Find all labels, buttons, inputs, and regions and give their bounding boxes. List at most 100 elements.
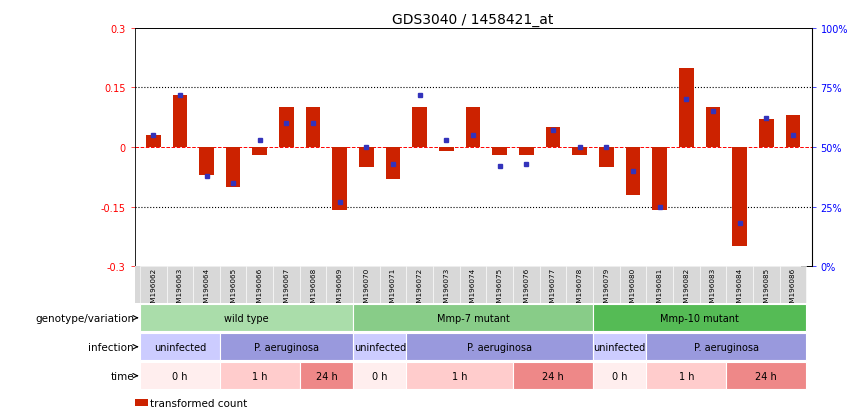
Text: GSM196077: GSM196077 [550, 268, 556, 312]
Text: GSM196076: GSM196076 [523, 268, 529, 312]
Text: GSM196065: GSM196065 [230, 268, 236, 312]
Bar [220, 266, 247, 304]
Text: GSM196085: GSM196085 [763, 268, 769, 312]
Text: P. aeruginosa: P. aeruginosa [467, 342, 532, 352]
Text: GSM196071: GSM196071 [390, 268, 396, 312]
Bar [706, 108, 720, 148]
Bar [753, 266, 779, 304]
Bar [519, 148, 534, 156]
Text: Mmp-7 mutant: Mmp-7 mutant [437, 313, 510, 323]
Text: GSM196075: GSM196075 [496, 268, 503, 312]
Bar [486, 266, 513, 304]
Bar [326, 266, 353, 304]
Text: GSM196074: GSM196074 [470, 268, 476, 312]
Bar [140, 266, 167, 304]
Bar [380, 266, 406, 304]
Bar [433, 266, 460, 304]
Text: GSM196066: GSM196066 [257, 268, 263, 312]
Bar [572, 148, 587, 156]
Text: Mmp-10 mutant: Mmp-10 mutant [661, 313, 739, 323]
Bar [385, 148, 400, 179]
Bar [194, 266, 220, 304]
Bar [492, 148, 507, 156]
Bar [599, 148, 614, 167]
Bar [353, 266, 380, 304]
Bar [786, 116, 800, 148]
Text: genotype/variation: genotype/variation [35, 313, 134, 323]
Bar [353, 334, 406, 360]
Text: GSM196082: GSM196082 [683, 268, 689, 312]
Bar [566, 266, 593, 304]
Bar [460, 266, 486, 304]
Text: uninfected: uninfected [154, 342, 206, 352]
Bar [439, 148, 454, 152]
Text: GSM196068: GSM196068 [310, 268, 316, 312]
Bar [220, 363, 299, 389]
Text: 0 h: 0 h [612, 371, 628, 381]
Text: uninfected: uninfected [353, 342, 406, 352]
Bar [306, 108, 320, 148]
Text: GSM196069: GSM196069 [337, 268, 343, 312]
Bar [727, 363, 806, 389]
Text: GSM196064: GSM196064 [203, 268, 209, 312]
Text: 24 h: 24 h [316, 371, 338, 381]
Text: 1 h: 1 h [679, 371, 694, 381]
Bar [647, 363, 727, 389]
Bar [647, 266, 673, 304]
Bar [412, 108, 427, 148]
Bar [759, 120, 773, 148]
Text: GSM196072: GSM196072 [417, 268, 423, 312]
Text: GSM196081: GSM196081 [657, 268, 662, 312]
Bar [626, 148, 641, 195]
Bar [779, 266, 806, 304]
Bar [279, 108, 293, 148]
Text: GSM196084: GSM196084 [737, 268, 743, 312]
Text: time: time [110, 371, 134, 381]
Bar [167, 266, 194, 304]
Bar [647, 334, 806, 360]
Bar [353, 363, 406, 389]
Bar [593, 266, 620, 304]
Text: infection: infection [89, 342, 134, 352]
Bar [593, 334, 647, 360]
Bar [679, 69, 694, 148]
Bar [140, 363, 220, 389]
Text: transformed count: transformed count [150, 398, 247, 408]
Text: wild type: wild type [224, 313, 269, 323]
Bar [332, 148, 347, 211]
Bar [593, 305, 806, 331]
Bar [540, 266, 566, 304]
Bar [140, 334, 220, 360]
Text: P. aeruginosa: P. aeruginosa [694, 342, 759, 352]
Text: P. aeruginosa: P. aeruginosa [254, 342, 319, 352]
Bar [673, 266, 700, 304]
Text: GSM196073: GSM196073 [444, 268, 450, 312]
Bar [406, 363, 513, 389]
Text: GSM196070: GSM196070 [364, 268, 370, 312]
Title: GDS3040 / 1458421_at: GDS3040 / 1458421_at [392, 12, 554, 26]
Bar [353, 305, 593, 331]
Text: 1 h: 1 h [252, 371, 267, 381]
Bar [593, 363, 647, 389]
Text: GSM196062: GSM196062 [150, 268, 156, 312]
Text: 1 h: 1 h [452, 371, 468, 381]
Bar [466, 108, 480, 148]
Bar [406, 334, 593, 360]
Text: GSM196083: GSM196083 [710, 268, 716, 312]
Bar [247, 266, 273, 304]
Bar [513, 266, 540, 304]
Bar [733, 148, 747, 247]
Text: GSM196080: GSM196080 [630, 268, 636, 312]
Bar [226, 148, 240, 187]
Text: GSM196079: GSM196079 [603, 268, 609, 312]
Bar [146, 136, 161, 148]
Text: 24 h: 24 h [542, 371, 564, 381]
Bar [653, 148, 667, 211]
Bar [406, 266, 433, 304]
Bar [700, 266, 727, 304]
Bar [299, 266, 326, 304]
Text: 0 h: 0 h [172, 371, 187, 381]
Bar [273, 266, 299, 304]
Bar [359, 148, 374, 167]
Bar [253, 148, 267, 156]
